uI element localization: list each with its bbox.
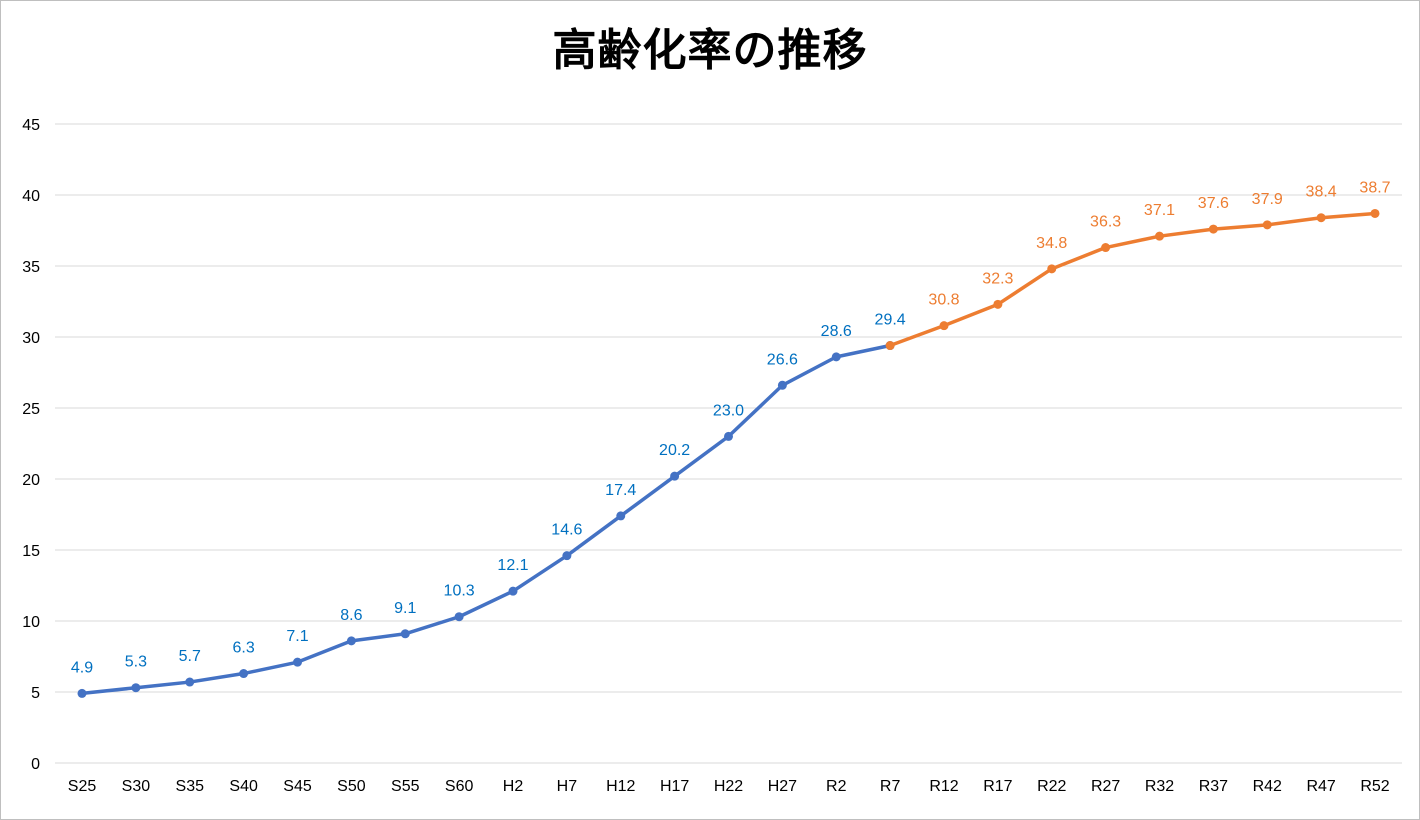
x-tick-label: R17 [983, 778, 1012, 795]
x-tick-label: R22 [1037, 778, 1066, 795]
data-label: 38.7 [1359, 179, 1390, 196]
data-label: 23.0 [713, 402, 744, 419]
data-label: 8.6 [340, 607, 362, 624]
data-point [1208, 224, 1218, 234]
x-tick-label: S50 [337, 778, 366, 795]
data-point [831, 352, 841, 362]
data-point [562, 551, 572, 561]
y-tick-label: 25 [22, 401, 40, 418]
data-label: 26.6 [767, 351, 798, 368]
data-point [616, 511, 626, 521]
data-label: 5.3 [125, 654, 147, 671]
data-point [1101, 243, 1111, 253]
y-tick-label: 10 [22, 614, 40, 631]
x-tick-label: R12 [929, 778, 958, 795]
series-line [80, 343, 892, 696]
x-tick-label: S25 [68, 778, 97, 795]
x-tick-label: H7 [557, 778, 578, 795]
data-point [185, 677, 195, 687]
data-point [993, 299, 1003, 309]
x-tick-label: S55 [391, 778, 420, 795]
data-point [939, 321, 949, 331]
data-label: 7.1 [286, 628, 308, 645]
x-tick-label: R52 [1360, 778, 1389, 795]
data-label: 10.3 [444, 583, 475, 600]
data-label: 6.3 [233, 640, 255, 657]
y-axis-ticks: 0 5 10 15 20 25 30 35 40 45 [22, 117, 40, 773]
data-label: 34.8 [1036, 235, 1067, 252]
x-tick-label: R2 [826, 778, 847, 795]
data-label: 9.1 [394, 600, 416, 617]
y-tick-label: 45 [22, 117, 40, 134]
y-tick-label: 5 [31, 685, 40, 702]
data-point [1370, 208, 1380, 218]
x-tick-label: R7 [880, 778, 901, 795]
x-tick-label: H27 [768, 778, 797, 795]
data-point [724, 431, 733, 441]
data-point [131, 683, 141, 693]
data-point [670, 471, 680, 481]
data-point [239, 669, 249, 679]
x-tick-label: S40 [229, 778, 258, 795]
data-point [508, 586, 518, 596]
y-tick-label: 35 [22, 259, 40, 276]
data-label: 5.7 [179, 648, 201, 665]
data-label: 32.3 [982, 270, 1013, 287]
gridlines [55, 123, 1402, 764]
data-label: 12.1 [497, 557, 528, 574]
y-tick-label: 0 [31, 756, 40, 773]
y-tick-label: 15 [22, 543, 40, 560]
data-point [1262, 220, 1272, 230]
chart-title: 高齢化率の推移 [552, 25, 868, 76]
y-tick-label: 30 [22, 330, 40, 347]
data-label: 14.6 [551, 522, 582, 539]
data-point [400, 629, 410, 639]
data-label: 28.6 [821, 323, 852, 340]
data-label: 38.4 [1306, 184, 1337, 201]
x-axis-ticks: S25 S30 S35 S40 S45 S50 S55 S60 H2 H7 H12 H17 H22 H27… [68, 778, 1390, 795]
y-tick-label: 20 [22, 472, 40, 489]
data-label: 37.1 [1144, 202, 1175, 219]
x-tick-label: H22 [714, 778, 743, 795]
data-label: 20.2 [659, 442, 690, 459]
data-point [1316, 213, 1326, 223]
data-point [454, 612, 464, 622]
data-point [346, 636, 356, 646]
data-labels: 4.9 5.3 5.7 6.3 7.1 8.6 9.1 10.3 12.1 14.6 17.4 20.… [71, 179, 1391, 676]
data-label: 17.4 [605, 482, 636, 499]
data-label: 4.9 [71, 659, 93, 676]
data-point [293, 657, 302, 667]
x-tick-label: S35 [176, 778, 205, 795]
x-tick-label: H17 [660, 778, 689, 795]
x-tick-label: R27 [1091, 778, 1120, 795]
x-tick-label: H12 [606, 778, 635, 795]
x-tick-label: H2 [503, 778, 524, 795]
data-point [77, 688, 87, 698]
x-tick-label: S60 [445, 778, 474, 795]
data-label: 36.3 [1090, 214, 1121, 231]
x-tick-label: S45 [283, 778, 312, 795]
data-label: 37.6 [1198, 195, 1229, 212]
data-point [1047, 264, 1057, 274]
data-label: 37.9 [1252, 191, 1283, 208]
x-tick-label: S30 [122, 778, 151, 795]
x-tick-label: R32 [1145, 778, 1174, 795]
x-tick-label: R37 [1199, 778, 1228, 795]
data-label: 30.8 [928, 292, 959, 309]
data-point [885, 341, 895, 351]
data-point [1155, 231, 1164, 241]
x-tick-label: R47 [1306, 778, 1335, 795]
data-label: 29.4 [875, 312, 906, 329]
y-tick-label: 40 [22, 188, 40, 205]
data-point [777, 380, 787, 390]
x-tick-label: R42 [1253, 778, 1282, 795]
series-line [888, 211, 1377, 348]
series-lines [77, 208, 1380, 698]
